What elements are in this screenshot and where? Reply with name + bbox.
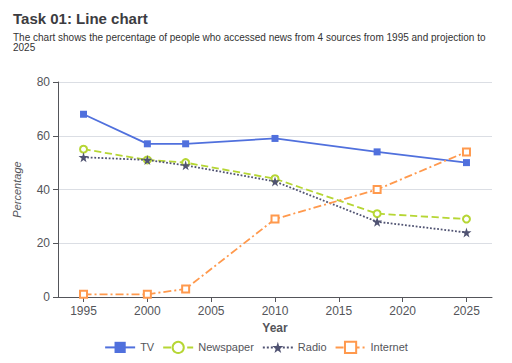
svg-text:The chart shows the percentage: The chart shows the percentage of people… xyxy=(13,32,488,43)
svg-text:2025: 2025 xyxy=(13,42,36,53)
svg-text:1995: 1995 xyxy=(70,304,97,318)
svg-text:2010: 2010 xyxy=(262,304,289,318)
svg-text:40: 40 xyxy=(37,183,51,197)
svg-text:2020: 2020 xyxy=(389,304,416,318)
svg-text:2025: 2025 xyxy=(453,304,480,318)
svg-text:80: 80 xyxy=(37,75,51,89)
svg-text:Radio: Radio xyxy=(298,341,327,353)
svg-text:Task 01: Line chart: Task 01: Line chart xyxy=(13,10,148,27)
svg-text:60: 60 xyxy=(37,129,51,143)
svg-text:Year: Year xyxy=(262,321,288,335)
svg-text:20: 20 xyxy=(37,236,51,250)
svg-text:Internet: Internet xyxy=(371,341,408,353)
svg-text:2015: 2015 xyxy=(325,304,352,318)
svg-text:2000: 2000 xyxy=(134,304,161,318)
svg-text:0: 0 xyxy=(43,290,50,304)
svg-text:Newspaper: Newspaper xyxy=(198,341,254,353)
svg-text:2005: 2005 xyxy=(198,304,225,318)
svg-text:Percentage: Percentage xyxy=(11,161,23,217)
svg-text:TV: TV xyxy=(140,341,155,353)
